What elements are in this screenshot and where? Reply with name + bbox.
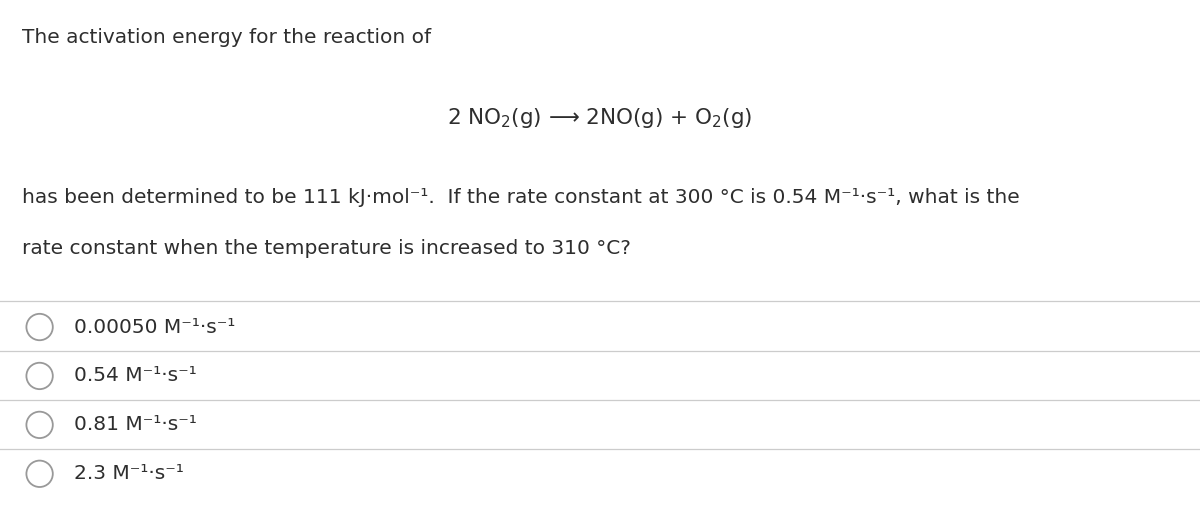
Text: 0.54 M⁻¹·s⁻¹: 0.54 M⁻¹·s⁻¹ (74, 367, 197, 385)
Text: 0.00050 M⁻¹·s⁻¹: 0.00050 M⁻¹·s⁻¹ (74, 318, 235, 336)
Text: The activation energy for the reaction of: The activation energy for the reaction o… (22, 28, 431, 47)
Text: 0.81 M⁻¹·s⁻¹: 0.81 M⁻¹·s⁻¹ (74, 416, 197, 434)
Text: 2 NO$_2$(g) ⟶ 2NO(g) + O$_2$(g): 2 NO$_2$(g) ⟶ 2NO(g) + O$_2$(g) (448, 106, 752, 130)
Text: has been determined to be 111 kJ·mol⁻¹.  If the rate constant at 300 °C is 0.54 : has been determined to be 111 kJ·mol⁻¹. … (22, 188, 1019, 207)
Text: rate constant when the temperature is increased to 310 °C?: rate constant when the temperature is in… (22, 239, 630, 259)
Text: 2.3 M⁻¹·s⁻¹: 2.3 M⁻¹·s⁻¹ (74, 465, 185, 483)
